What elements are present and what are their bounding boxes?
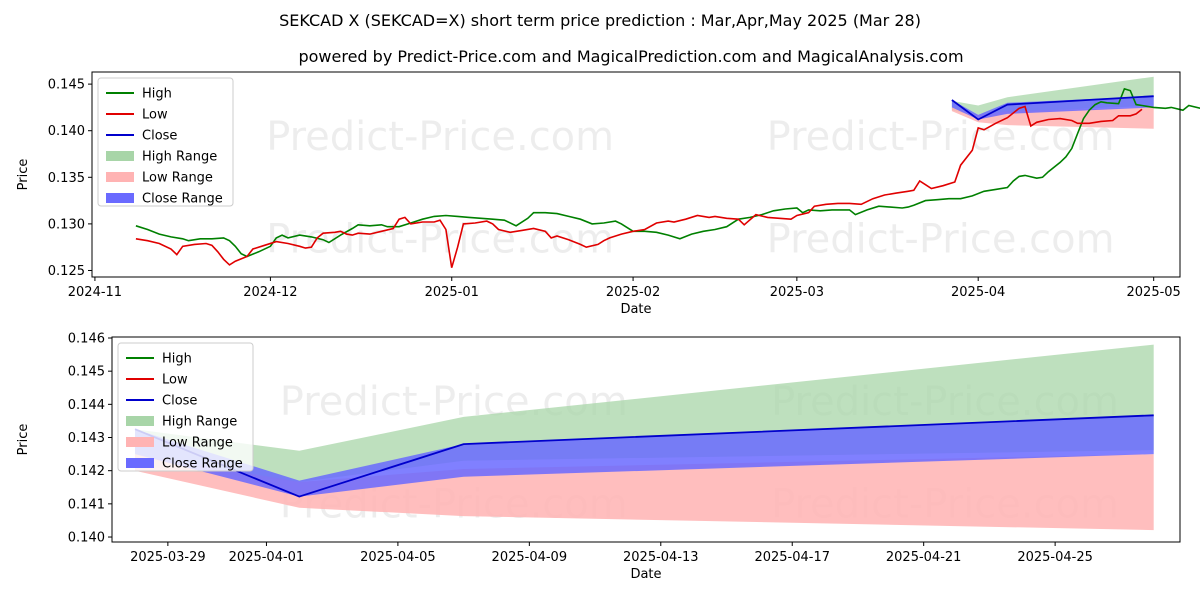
legend-close-label: Close xyxy=(162,394,197,409)
x-tick-label: 2025-03 xyxy=(770,285,824,300)
y-tick-label: 0.135 xyxy=(48,171,85,186)
x-tick-label: 2025-04-17 xyxy=(754,550,830,565)
legend-high-label: High xyxy=(162,352,192,367)
y-tick-label: 0.145 xyxy=(68,365,105,380)
x-tick-label: 2025-01 xyxy=(425,285,479,300)
chart-subtitle: powered by Predict-Price.com and Magical… xyxy=(298,47,963,66)
x-tick-label: 2024-12 xyxy=(243,285,297,300)
low-series-line xyxy=(135,105,1143,268)
chart-title: SEKCAD X (SEKCAD=X) short term price pre… xyxy=(279,11,921,30)
y-tick-label: 0.130 xyxy=(48,217,85,232)
y-tick-label: 0.125 xyxy=(48,264,85,279)
x-tick-label: 2025-04-13 xyxy=(623,550,699,565)
legend-high-label: High xyxy=(142,87,172,102)
legend-close-range-label: Close Range xyxy=(142,192,223,207)
legend-high-range-swatch xyxy=(106,151,134,161)
legend-low-range-swatch xyxy=(126,437,154,447)
y-tick-label: 0.141 xyxy=(68,497,105,512)
y-tick-label: 0.140 xyxy=(48,124,85,139)
legend-low-range-swatch xyxy=(106,172,134,182)
x-tick-label: 2025-03-29 xyxy=(130,550,206,565)
plot-frame xyxy=(111,336,1181,543)
x-axis-label: Date xyxy=(620,302,651,317)
x-tick-label: 2025-04-25 xyxy=(1017,550,1093,565)
legend-close-range-swatch xyxy=(126,458,154,468)
watermark-text: Predict-Price.com xyxy=(266,114,614,160)
legend-close-label: Close xyxy=(142,129,177,144)
y-tick-label: 0.142 xyxy=(68,464,105,479)
close-range-band xyxy=(135,415,1154,497)
legend: High Low Close High Range Low Range Close Ran… xyxy=(117,342,254,472)
legend-high-range-label: High Range xyxy=(142,150,217,165)
y-tick-label: 0.140 xyxy=(68,531,105,546)
x-tick-label: 2025-02 xyxy=(606,285,660,300)
y-tick-label: 0.143 xyxy=(68,431,105,446)
legend-low-label: Low xyxy=(142,108,168,123)
x-tick-label: 2025-04-21 xyxy=(886,550,962,565)
plot-frame xyxy=(91,71,1181,278)
y-tick-label: 0.146 xyxy=(68,331,105,346)
x-tick-label: 2025-05 xyxy=(1127,285,1181,300)
y-axis-label: Price xyxy=(16,159,31,191)
low-range-band xyxy=(135,454,1154,531)
legend: High Low Close High Range Low Range Close Ran… xyxy=(97,77,234,207)
y-tick-label: 0.145 xyxy=(48,78,85,93)
watermark-text: Predict-Price.com xyxy=(266,216,614,262)
legend-close-range-swatch xyxy=(106,193,134,203)
legend-high-range-label: High Range xyxy=(162,415,237,430)
legend-close-range-label: Close Range xyxy=(162,457,243,472)
y-tick-label: 0.144 xyxy=(68,398,105,413)
legend-low-range-label: Low Range xyxy=(142,171,213,186)
legend-high-range-swatch xyxy=(126,416,154,426)
x-axis-label: Date xyxy=(630,567,661,582)
high-series-line xyxy=(135,87,1200,258)
legend-low-range-label: Low Range xyxy=(162,436,233,451)
y-axis-label: Price xyxy=(16,424,31,456)
watermark: Predict-Price.com Predict-Price.com Predic… xyxy=(266,114,1114,263)
x-tick-label: 2025-04 xyxy=(951,285,1005,300)
bottom-panel: Predict-Price.comPredict-Price.comPredic… xyxy=(16,331,1181,582)
close-forecast-line xyxy=(951,95,1154,121)
x-tick-label: 2025-04-01 xyxy=(229,550,305,565)
legend-low-label: Low xyxy=(162,373,188,388)
x-tick-label: 2025-04-09 xyxy=(492,550,568,565)
top-panel: Predict-Price.com Predict-Price.com Predic… xyxy=(16,71,1200,317)
x-tick-label: 2025-04-05 xyxy=(360,550,436,565)
watermark-text: Predict-Price.com xyxy=(767,216,1115,262)
x-tick-label: 2024-11 xyxy=(68,285,122,300)
